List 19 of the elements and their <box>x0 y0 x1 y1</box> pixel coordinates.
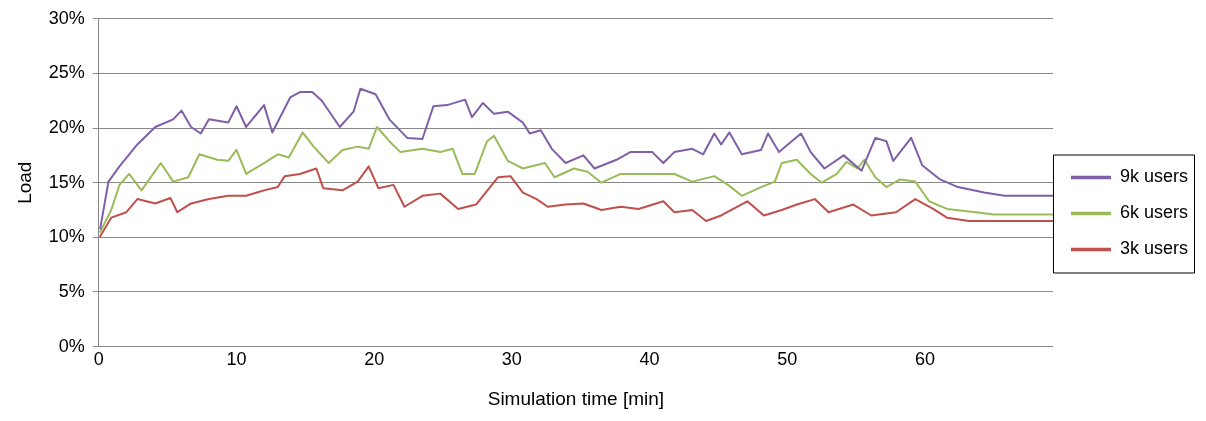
legend-label: 3k users <box>1119 238 1188 259</box>
y-tick-label: 25% <box>48 62 85 83</box>
x-axis-title: Simulation time [min] <box>487 387 665 409</box>
x-tick-label: 40 <box>639 349 660 370</box>
y-tick-label: 20% <box>48 117 85 138</box>
y-tick-label: 5% <box>58 280 85 301</box>
y-tick-label: 30% <box>48 7 85 28</box>
x-tick-label: 0 <box>93 349 104 370</box>
y-tick-label: 10% <box>48 226 85 247</box>
legend-label: 9k users <box>1119 166 1188 187</box>
y-tick-label: 0% <box>58 335 85 356</box>
x-tick-label: 20 <box>364 349 385 370</box>
x-tick-label: 10 <box>226 349 247 370</box>
y-axis-title: Load <box>13 161 35 204</box>
x-tick-label: 60 <box>914 349 935 370</box>
y-tick-label: 15% <box>48 171 85 192</box>
x-tick-label: 30 <box>501 349 522 370</box>
legend-label: 6k users <box>1119 202 1188 223</box>
x-tick-label: 50 <box>777 349 798 370</box>
